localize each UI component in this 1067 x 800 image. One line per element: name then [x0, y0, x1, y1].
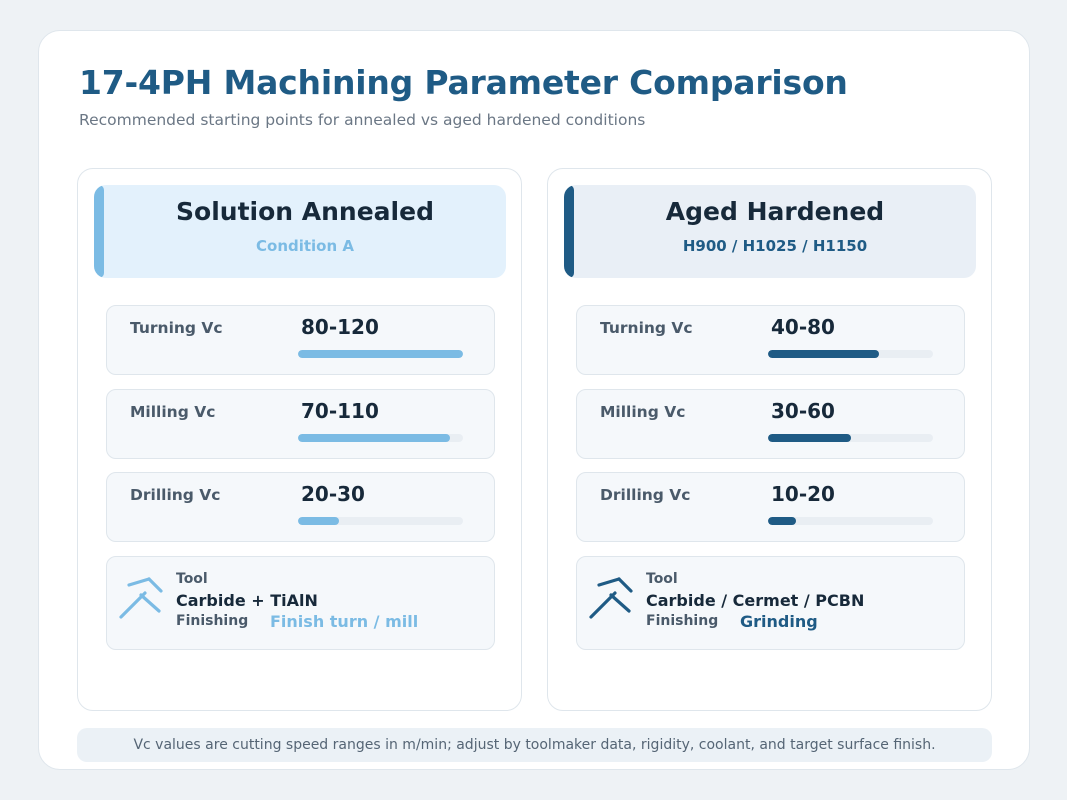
metric-bar-track	[768, 434, 933, 442]
metric-milling: Milling Vc 30-60	[576, 389, 965, 459]
panel-header: Solution Annealed Condition A	[94, 185, 506, 278]
finishing-label: Finishing	[176, 613, 249, 629]
finishing-value: Grinding	[740, 612, 818, 631]
panel-header: Aged Hardened H900 / H1025 / H1150	[564, 185, 976, 278]
metric-label: Turning Vc	[130, 319, 223, 337]
finishing-label: Finishing	[646, 613, 719, 629]
metric-bar-track	[768, 350, 933, 358]
finishing-value: Finish turn / mill	[270, 612, 419, 631]
page-title: 17-4PH Machining Parameter Comparison	[79, 63, 848, 102]
metric-bar-track	[298, 517, 463, 525]
metric-bar-fill	[768, 434, 851, 442]
panel-title: Aged Hardened	[665, 197, 885, 226]
metric-label: Drilling Vc	[600, 486, 691, 504]
metric-label: Milling Vc	[130, 403, 216, 421]
metric-drilling: Drilling Vc 10-20	[576, 472, 965, 542]
tool-value: Carbide / Cermet / PCBN	[646, 591, 865, 610]
metric-turning: Turning Vc 80-120	[106, 305, 495, 375]
metric-value: 20-30	[301, 482, 365, 506]
panel-subtitle: Condition A	[256, 237, 354, 255]
metric-bar-track	[768, 517, 933, 525]
panel-subtitle: H900 / H1025 / H1150	[682, 237, 868, 255]
header-accent-bar	[94, 185, 104, 278]
metric-value: 10-20	[771, 482, 835, 506]
tool-box: Tool Carbide / Cermet / PCBN Finishing G…	[576, 556, 965, 650]
metric-bar-fill	[768, 517, 797, 525]
metric-value: 40-80	[771, 315, 835, 339]
metric-bar-fill	[298, 434, 450, 442]
tool-label: Tool	[646, 571, 678, 587]
metric-drilling: Drilling Vc 20-30	[106, 472, 495, 542]
metric-bar-fill	[768, 350, 879, 358]
metric-bar-fill	[298, 517, 340, 525]
metric-label: Drilling Vc	[130, 486, 221, 504]
comparison-card: 17-4PH Machining Parameter Comparison Re…	[38, 30, 1030, 770]
metric-bar-track	[298, 350, 463, 358]
metric-value: 80-120	[301, 315, 379, 339]
header-accent-bar	[564, 185, 574, 278]
metric-value: 70-110	[301, 399, 379, 423]
metric-milling: Milling Vc 70-110	[106, 389, 495, 459]
tool-icon	[119, 577, 163, 619]
panel-title: Solution Annealed	[176, 197, 434, 226]
tool-box: Tool Carbide + TiAlN Finishing Finish tu…	[106, 556, 495, 650]
tool-label: Tool	[176, 571, 208, 587]
metric-bar-track	[298, 434, 463, 442]
panel-solution-annealed: Solution Annealed Condition A Turning Vc…	[77, 168, 522, 711]
panel-aged-hardened: Aged Hardened H900 / H1025 / H1150 Turni…	[547, 168, 992, 711]
footnote: Vc values are cutting speed ranges in m/…	[77, 728, 992, 762]
page-subtitle: Recommended starting points for annealed…	[79, 111, 646, 129]
metric-turning: Turning Vc 40-80	[576, 305, 965, 375]
tool-value: Carbide + TiAlN	[176, 591, 318, 610]
metric-label: Turning Vc	[600, 319, 693, 337]
metric-bar-fill	[298, 350, 463, 358]
tool-icon	[589, 577, 633, 619]
metric-value: 30-60	[771, 399, 835, 423]
metric-label: Milling Vc	[600, 403, 686, 421]
